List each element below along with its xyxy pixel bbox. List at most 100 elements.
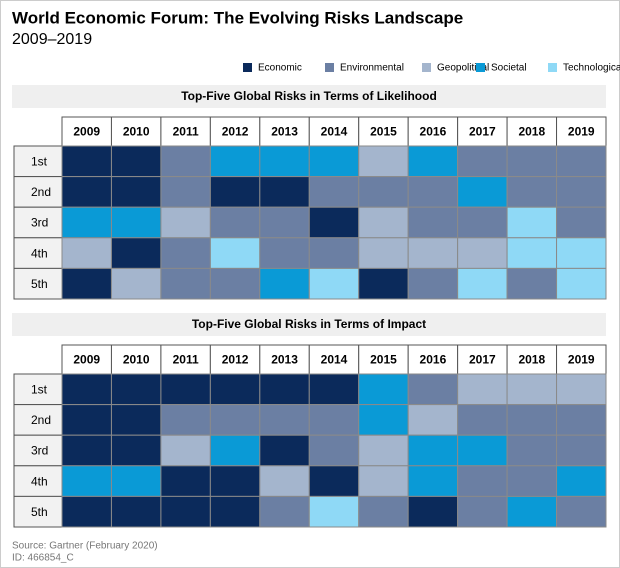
column-label: 2012 [222, 353, 249, 367]
panel-header [12, 313, 606, 336]
legend-swatch [422, 63, 431, 72]
column-label: 2017 [469, 353, 496, 367]
heat-cell [110, 373, 162, 406]
heat-cell [556, 434, 607, 467]
heat-cell [506, 267, 558, 300]
column-label: 2011 [173, 353, 199, 367]
column-label: 2009 [73, 353, 100, 367]
legend-swatch [476, 63, 485, 72]
column-header [259, 116, 310, 147]
heat-cell [110, 404, 162, 436]
row-label: 4th [31, 246, 48, 260]
column-label: 2016 [420, 353, 447, 367]
heat-cell [506, 465, 558, 497]
heat-cell [506, 404, 558, 436]
heat-cell [160, 404, 211, 436]
heat-cell [556, 465, 607, 497]
heat-cell [358, 373, 409, 406]
column-label: 2013 [271, 125, 298, 139]
column-label: 2011 [173, 125, 199, 139]
legend-swatch [243, 63, 252, 72]
heat-cell [358, 495, 409, 528]
heat-cell [259, 145, 310, 178]
heat-cell [209, 404, 261, 436]
heat-cell [556, 237, 607, 269]
heat-cell [308, 237, 360, 269]
heat-cell [457, 373, 508, 406]
heat-cell [61, 373, 112, 406]
heat-cell [160, 465, 211, 497]
column-label: 2017 [469, 125, 496, 139]
heat-cell [358, 404, 409, 436]
heat-cell [407, 267, 459, 300]
heat-cell [61, 404, 112, 436]
heat-cell [61, 206, 112, 239]
heat-cell [556, 267, 607, 300]
heat-cell [556, 176, 607, 208]
heat-cell [259, 495, 310, 528]
heat-cell [259, 373, 310, 406]
heat-cell [457, 465, 508, 497]
chart-title: World Economic Forum: The Evolving Risks… [12, 8, 463, 27]
column-header [61, 116, 112, 147]
heat-cell [556, 145, 607, 178]
column-header [358, 344, 409, 375]
heat-cell [209, 495, 261, 528]
heat-cell [160, 495, 211, 528]
heat-cell [407, 206, 459, 239]
heat-cell [209, 465, 261, 497]
heat-cell [457, 434, 508, 467]
heat-cell [259, 176, 310, 208]
heat-cell [259, 404, 310, 436]
heat-cell [160, 267, 211, 300]
row-header [13, 404, 63, 436]
row-label: 5th [31, 505, 48, 519]
heat-cell [209, 434, 261, 467]
heat-cell [308, 495, 360, 528]
heat-cell [308, 267, 360, 300]
heat-cell [110, 206, 162, 239]
legend-label: Geopolitical [437, 63, 489, 74]
heat-cell [308, 176, 360, 208]
legend-label: Technological [563, 63, 620, 74]
chart-subtitle: 2009–2019 [12, 31, 92, 48]
heat-cell [457, 267, 508, 300]
heat-cell [209, 206, 261, 239]
heat-cell [61, 176, 112, 208]
heat-cell [358, 145, 409, 178]
row-header [13, 176, 63, 208]
heat-cell [110, 176, 162, 208]
heat-cell [407, 237, 459, 269]
heat-cell [407, 373, 459, 406]
row-header [13, 206, 63, 239]
heat-cell [556, 206, 607, 239]
column-header [308, 116, 360, 147]
heat-cell [358, 434, 409, 467]
heat-cell [407, 145, 459, 178]
heat-cell [160, 434, 211, 467]
heat-cell [358, 206, 409, 239]
heat-cell [457, 206, 508, 239]
column-header [160, 116, 211, 147]
heat-cell [259, 237, 310, 269]
legend-swatch [548, 63, 557, 72]
heat-cell [358, 176, 409, 208]
heat-cell [506, 145, 558, 178]
heat-cell [110, 145, 162, 178]
heat-cell [358, 267, 409, 300]
heat-cell [110, 237, 162, 269]
heat-cell [209, 145, 261, 178]
column-label: 2016 [420, 125, 447, 139]
column-label: 2012 [222, 125, 249, 139]
row-label: 2nd [31, 413, 51, 427]
heat-cell [110, 495, 162, 528]
legend-label: Economic [258, 63, 302, 74]
legend-swatch [325, 63, 334, 72]
heat-cell [110, 434, 162, 467]
heat-cell [61, 434, 112, 467]
heat-cell [407, 495, 459, 528]
heat-cell [160, 373, 211, 406]
heat-cell [259, 465, 310, 497]
heat-cell [209, 176, 261, 208]
